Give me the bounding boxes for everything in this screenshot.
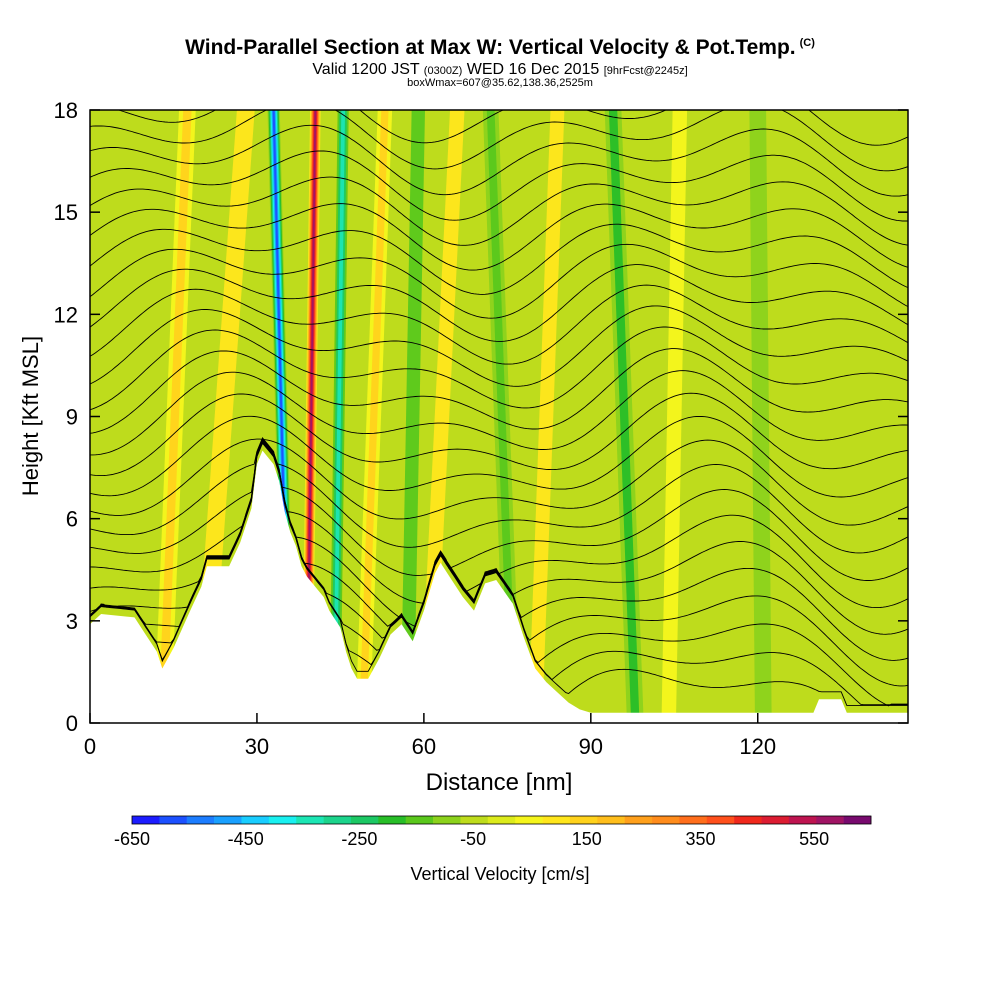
colorbar-tick-label: 350: [685, 829, 715, 849]
colorbar-swatch-15: [542, 816, 571, 824]
theta-contour-16: [90, 284, 908, 365]
theta-contour-13: [90, 348, 908, 434]
y-tick-label-6: 6: [66, 507, 78, 532]
theta-contour-6: [90, 438, 908, 609]
theta-contour-10: [90, 415, 908, 498]
theta-contour-20: [90, 203, 908, 271]
colorbar-swatch-6: [296, 816, 324, 824]
theta-contour-11: [90, 392, 908, 477]
x-tick-label-120: 120: [739, 734, 776, 759]
colorbar-swatch-25: [816, 816, 844, 824]
theta-contour-19: [90, 223, 908, 295]
theta-contour-14: [90, 326, 908, 411]
x-tick-label-60: 60: [412, 734, 436, 759]
velocity-band-10-level-1: [608, 110, 640, 723]
colorbar-swatch-5: [268, 816, 297, 824]
colorbar-swatch-12: [460, 816, 489, 824]
terrain-fill: [90, 450, 908, 723]
chart-box-info: boxWmax=607@35.62,138.36,2525m: [407, 77, 593, 89]
velocity-band-9-level-0: [528, 110, 565, 723]
colorbar-swatch-2: [186, 816, 215, 824]
y-tick-label-0: 0: [66, 711, 78, 736]
colorbar-swatch-16: [569, 816, 598, 824]
colorbar-swatch-19: [652, 816, 680, 824]
theta-contour-23: [90, 124, 908, 197]
colorbar-tick-label: -450: [228, 829, 264, 849]
colorbar-swatch-3: [214, 816, 242, 824]
velocity-band-4-level-2: [332, 110, 346, 723]
colorbar-swatch-9: [378, 816, 407, 824]
colorbar-swatch-4: [241, 816, 270, 824]
colorbar-tick-label: -650: [114, 829, 150, 849]
colorbar-swatch-26: [843, 816, 872, 824]
colorbar-swatch-23: [761, 816, 790, 824]
velocity-band-8-level-1: [486, 110, 517, 723]
colorbar-swatch-14: [515, 816, 543, 824]
colorbar-swatch-10: [405, 816, 434, 824]
colorbar-swatch-11: [433, 816, 461, 824]
theta-contour-21: [90, 176, 908, 246]
theta-contour-15: [90, 305, 908, 387]
y-tick-label-9: 9: [66, 405, 78, 430]
colorbar-tick-label: -50: [460, 829, 486, 849]
y-tick-label-15: 15: [54, 200, 78, 225]
y-axis-label: Height [Kft MSL]: [18, 336, 43, 496]
colorbar-swatch-17: [597, 816, 625, 824]
theta-contour-8: [90, 437, 908, 554]
y-tick-label-12: 12: [54, 302, 78, 327]
colorbar-swatch-21: [706, 816, 735, 824]
colorbar-swatch-22: [734, 816, 762, 824]
colorbar-swatch-20: [679, 816, 708, 824]
colorbar-tick-label: 550: [799, 829, 829, 849]
colorbar-swatch-0: [132, 816, 160, 824]
colorbar-tick-label: 150: [572, 829, 602, 849]
theta-contour-9: [90, 438, 908, 526]
chart-subtitle: Valid 1200 JST (0300Z) WED 16 Dec 2015 […: [312, 61, 688, 78]
theta-contour-7: [90, 437, 908, 581]
theta-contour-12: [90, 370, 908, 456]
colorbar-swatch-18: [624, 816, 653, 824]
theta-contour-18: [90, 243, 908, 319]
colorbar-swatch-8: [350, 816, 379, 824]
colorbar-tick-label: -250: [341, 829, 377, 849]
x-tick-label-90: 90: [579, 734, 603, 759]
y-tick-label-3: 3: [66, 609, 78, 634]
x-tick-label-30: 30: [245, 734, 269, 759]
chart-title: Wind-Parallel Section at Max W: Vertical…: [185, 36, 815, 59]
theta-contour-24: [90, 110, 908, 172]
theta-contour-25: [117, 110, 908, 146]
y-tick-label-18: 18: [54, 98, 78, 123]
colorbar-swatch-7: [323, 816, 352, 824]
colorbar-label: Vertical Velocity [cm/s]: [410, 864, 590, 884]
theta-contour-22: [90, 150, 908, 222]
colorbar-frame: [131, 815, 872, 825]
colorbar-swatch-13: [487, 816, 516, 824]
theta-contour-17: [90, 264, 908, 342]
x-tick-label-0: 0: [84, 734, 96, 759]
x-axis-label: Distance [nm]: [426, 769, 573, 796]
velocity-band-12-level-0: [749, 110, 772, 723]
velocity-band-7-level-0: [419, 110, 465, 723]
colorbar-swatch-1: [159, 816, 188, 824]
colorbar-swatch-24: [788, 816, 817, 824]
